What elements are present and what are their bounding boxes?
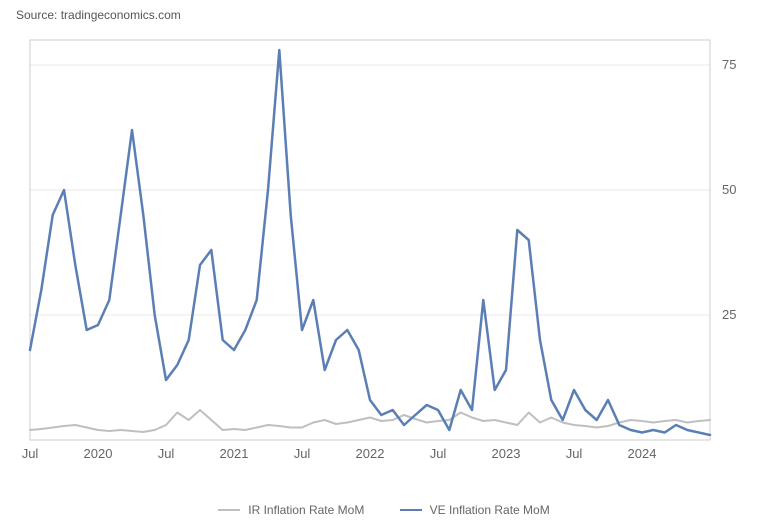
legend-swatch-ve (400, 509, 422, 511)
svg-text:Jul: Jul (22, 446, 39, 461)
svg-text:50: 50 (722, 182, 736, 197)
svg-text:75: 75 (722, 57, 736, 72)
legend-label-ve: VE Inflation Rate MoM (430, 503, 550, 517)
svg-text:Jul: Jul (566, 446, 583, 461)
svg-text:Jul: Jul (158, 446, 175, 461)
svg-text:Jul: Jul (294, 446, 311, 461)
chart-container: { "source_label": "Source: tradingeconom… (0, 0, 768, 525)
svg-text:Jul: Jul (430, 446, 447, 461)
svg-text:2021: 2021 (220, 446, 249, 461)
legend-item-ir: IR Inflation Rate MoM (218, 503, 364, 517)
svg-text:25: 25 (722, 307, 736, 322)
svg-text:2022: 2022 (356, 446, 385, 461)
legend-label-ir: IR Inflation Rate MoM (248, 503, 364, 517)
legend-swatch-ir (218, 509, 240, 511)
chart-legend: IR Inflation Rate MoM VE Inflation Rate … (0, 500, 768, 517)
svg-text:2020: 2020 (84, 446, 113, 461)
svg-text:2023: 2023 (492, 446, 521, 461)
svg-text:2024: 2024 (628, 446, 657, 461)
chart-plot-area: 25 50 75 Jul 2020 Jul 2021 Jul 2022 Jul 2023 Jul 202… (20, 30, 748, 470)
legend-item-ve: VE Inflation Rate MoM (400, 503, 550, 517)
line-chart-svg: 25 50 75 Jul 2020 Jul 2021 Jul 2022 Jul 2023 Jul 202… (20, 30, 748, 470)
source-label: Source: tradingeconomics.com (16, 8, 181, 22)
